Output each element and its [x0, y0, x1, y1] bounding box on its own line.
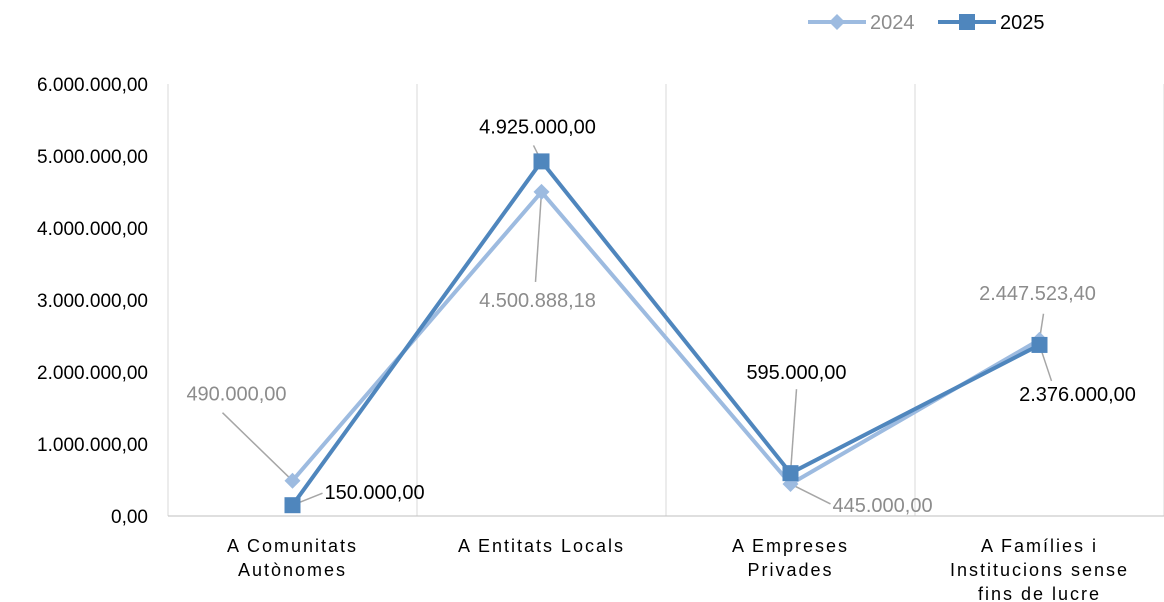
x-tick-label: A Comunitats — [227, 536, 358, 556]
data-point-square — [1031, 336, 1048, 353]
y-tick-label: 1.000.000,00 — [37, 435, 148, 456]
label-leader-line — [534, 191, 543, 282]
data-label: 150.000,00 — [325, 482, 425, 504]
y-tick-label: 4.000.000,00 — [37, 219, 148, 240]
x-tick-label: Privades — [747, 560, 833, 580]
data-point-square — [533, 153, 550, 170]
x-tick-label: A Entitats Locals — [458, 536, 625, 556]
y-tick-label: 5.000.000,00 — [37, 147, 148, 168]
x-tick-label: A Famílies i — [981, 536, 1098, 556]
legend-label: 2025 — [1000, 12, 1045, 34]
series-markers — [284, 153, 1048, 514]
data-label: 490.000,00 — [186, 384, 286, 406]
data-point-diamond — [533, 183, 550, 200]
series-line-2025 — [290, 159, 1041, 507]
label-leader-line — [221, 412, 294, 482]
data-labels: 490.000,00 4.500.888,18 445.000,00 2.447.52… — [186, 116, 1135, 517]
x-tick-label: A Empreses — [732, 536, 849, 556]
data-label: 2.376.000,00 — [1019, 384, 1136, 406]
label-leader-line — [790, 483, 831, 505]
legend: 2024 2025 — [808, 12, 1045, 34]
data-label: 4.925.000,00 — [479, 116, 596, 138]
grid-lines — [167, 84, 1164, 516]
x-tick-label: Autònomes — [238, 560, 347, 580]
legend-label: 2024 — [870, 12, 915, 34]
data-point-square — [782, 465, 799, 482]
y-tick-label: 6.000.000,00 — [37, 75, 148, 96]
data-label: 445.000,00 — [833, 495, 933, 517]
x-tick-label: fins de lucre — [978, 584, 1101, 602]
data-point-diamond — [284, 472, 301, 489]
data-label: 4.500.888,18 — [479, 290, 596, 312]
series-lines — [290, 159, 1041, 507]
label-leader-line — [789, 389, 798, 474]
label-leader-lines — [221, 145, 1053, 506]
y-tick-label: 2.000.000,00 — [37, 363, 148, 384]
x-tick-label: Institucions sense — [950, 560, 1129, 580]
data-label: 595.000,00 — [746, 362, 846, 384]
data-point-square — [284, 497, 301, 514]
y-axis: 0,00 1.000.000,00 2.000.000,00 3.000.000,00… — [37, 75, 148, 528]
legend-marker-diamond — [829, 14, 845, 30]
y-tick-label: 3.000.000,00 — [37, 291, 148, 312]
x-axis: A Comunitats Autònomes A Entitats Locals A … — [168, 515, 1164, 602]
y-tick-label: 0,00 — [111, 507, 148, 528]
legend-marker-square — [959, 14, 975, 30]
data-label: 2.447.523,40 — [979, 283, 1096, 305]
